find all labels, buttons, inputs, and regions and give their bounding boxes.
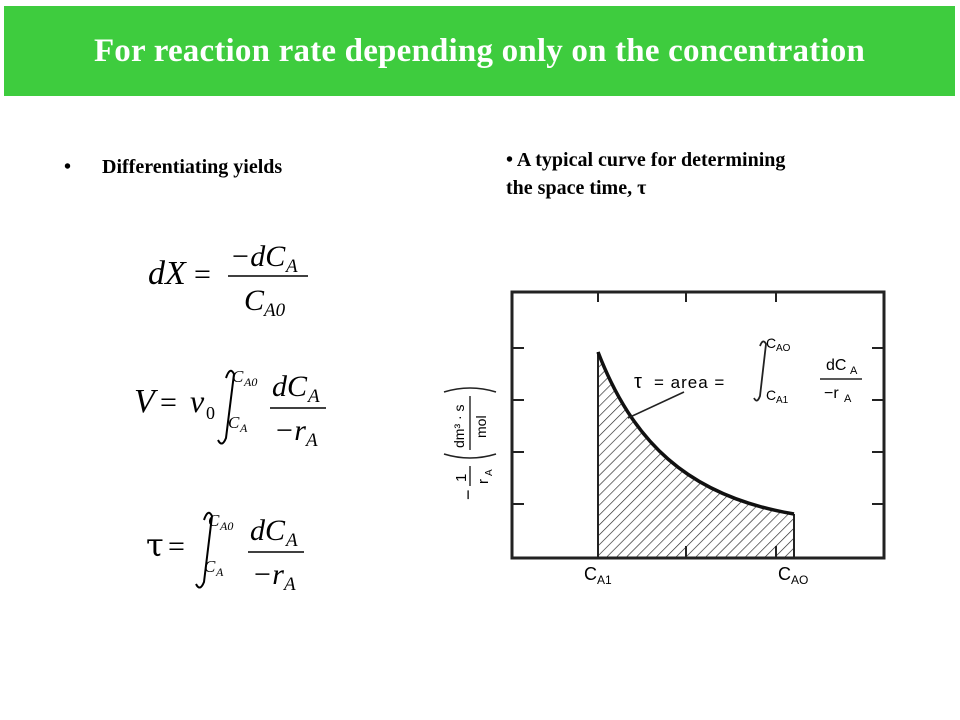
bullet-typical-curve: • A typical curve for determining the sp… [506, 146, 926, 202]
bullet-right-line2: the space time, τ [506, 177, 647, 199]
annotation-area-text: = area = [654, 373, 725, 392]
x-label-ca1: C [584, 564, 597, 584]
eq1-den-sub: A0 [262, 300, 286, 321]
rate-curve [596, 351, 795, 516]
annotation-denominator: −r [824, 385, 839, 402]
y-label-denominator: r [475, 479, 492, 484]
annotation-den-sub: A [844, 393, 852, 405]
y-label-numerator: 1 [453, 474, 470, 482]
eq2-coef-sub: 0 [206, 403, 215, 423]
eq2-denominator: −r [274, 414, 306, 447]
y-axis-label: − 1 r A dm³ · s mol [443, 387, 497, 500]
x-label-cao-sub: AO [791, 573, 808, 587]
annotation-int-upper: C [766, 335, 776, 351]
bullet-left-text: Differentiating yields [102, 156, 283, 178]
title-bar: For reaction rate depending only on the … [4, 6, 955, 96]
eq3-integral-sign [195, 511, 214, 589]
eq3-int-lower-sub: A [215, 565, 224, 579]
eq2-numerator: dC [272, 370, 308, 403]
eq2-int-lower-sub: A [239, 421, 248, 435]
eq2-lhs: V [134, 383, 159, 420]
x-label-cao: C [778, 564, 791, 584]
annotation-numerator: dC [826, 357, 846, 374]
annotation-integral-sign [753, 340, 767, 402]
annotation-int-upper-sub: AO [776, 343, 791, 354]
slide-title: For reaction rate depending only on the … [93, 32, 866, 69]
eq1-lhs: dX [148, 255, 187, 292]
bullet-marker: • [64, 156, 72, 178]
eq3-denominator: −r [252, 558, 284, 591]
eq2-int-lower: C [228, 413, 240, 432]
equation-tau: τ = C A0 C A dC A −r A [146, 511, 304, 595]
eq1-denominator: C [244, 284, 265, 317]
y-label-units-num: dm³ · s [451, 404, 467, 448]
annotation-tau: τ [634, 371, 642, 393]
eq1-numerator: −dC [230, 240, 286, 273]
bullet-marker-right: • [506, 149, 514, 171]
bullet-differentiating: • Differentiating yields [64, 156, 282, 179]
y-label-den-sub: A [484, 469, 495, 476]
y-label-left-paren [443, 453, 497, 459]
eq3-numerator: dC [250, 514, 286, 547]
eq1-num-sub: A [284, 256, 298, 277]
eq2-int-upper: C [232, 367, 244, 386]
eq3-den-sub: A [282, 574, 296, 595]
eq1-equals: = [194, 258, 211, 291]
eq2-den-sub: A [304, 430, 318, 451]
bullet-right-line1: A typical curve for determining [516, 149, 786, 171]
eq2-int-upper-sub: A0 [243, 375, 257, 389]
eq2-integral-sign [217, 369, 236, 445]
eq3-int-upper: C [208, 511, 220, 530]
space-time-figure: τ = area = C AO C A1 dC A −r A C A1 C AO… [443, 290, 886, 587]
y-label-units-den: mol [473, 415, 489, 438]
equation-volume: V = v 0 C A0 C A dC A −r A [134, 367, 326, 451]
eq3-lhs: τ [146, 526, 164, 564]
x-label-ca1-sub: A1 [597, 573, 612, 587]
eq3-int-lower: C [204, 557, 216, 576]
annotation-int-lower-sub: A1 [776, 395, 789, 406]
eq2-equals: = [160, 386, 177, 419]
eq3-num-sub: A [284, 530, 298, 551]
annotation-num-sub: A [850, 365, 858, 377]
eq3-int-upper-sub: A0 [219, 519, 233, 533]
y-label-right-paren [443, 387, 497, 393]
equation-dx: dX = −dC A C A0 [148, 240, 308, 321]
annotation-int-lower: C [766, 387, 776, 403]
area-under-curve [598, 352, 794, 558]
eq2-coef: v [190, 383, 205, 419]
eq2-num-sub: A [306, 386, 320, 407]
eq3-equals: = [168, 530, 185, 563]
annotation-pointer [627, 391, 685, 419]
y-label-prefix: − [458, 489, 478, 500]
